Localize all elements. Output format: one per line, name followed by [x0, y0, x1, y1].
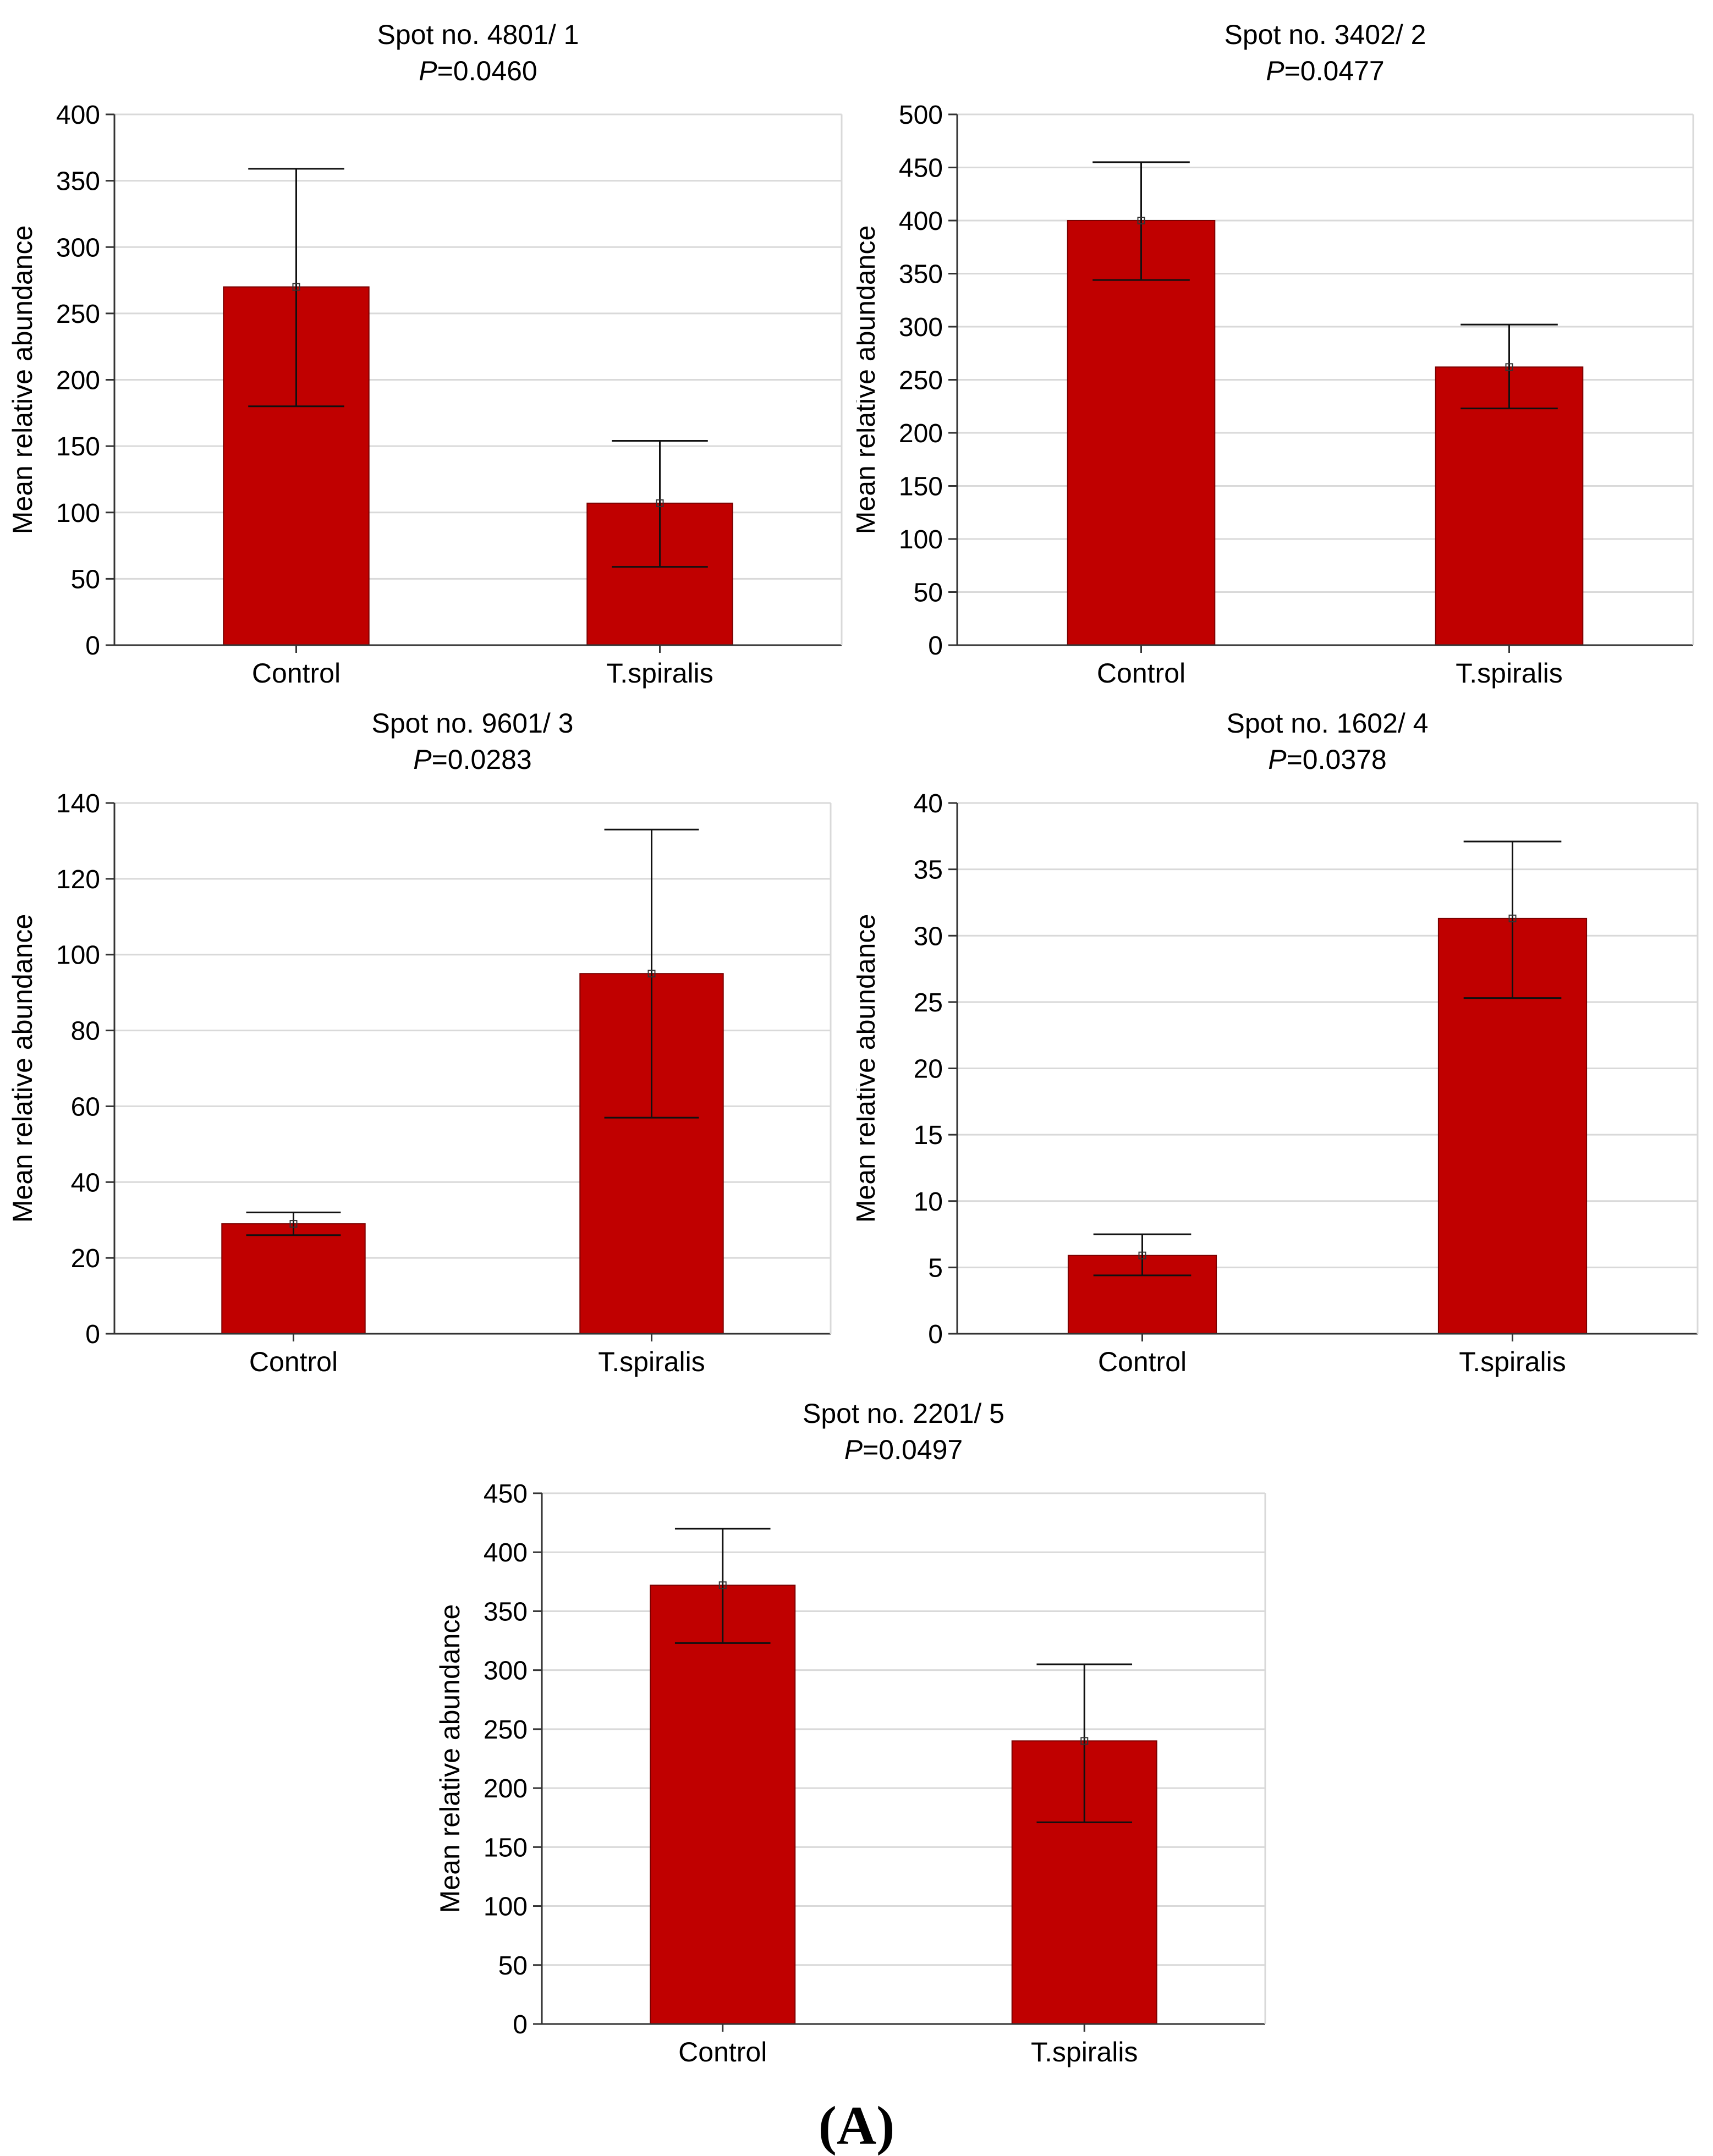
x-tick-label: T.spiralis [1031, 2037, 1138, 2067]
y-tick-label: 50 [914, 579, 943, 608]
chart-panel-2: Spot no. 3402/ 2 P=0.0477 0 50 100 150 200 250 3… [856, 19, 1694, 689]
y-tick-label: 350 [484, 1597, 528, 1626]
y-tick-label: 20 [914, 1055, 943, 1084]
y-tick-label: 200 [899, 419, 943, 448]
x-tick-label: T.spiralis [1459, 1346, 1566, 1377]
chart-title: Spot no. 9601/ 3 [372, 708, 574, 739]
y-tick-label: 350 [56, 167, 100, 196]
y-tick-label: 450 [484, 1480, 528, 1509]
y-tick-label: 100 [56, 941, 100, 970]
chart-panel-4: Spot no. 1602/ 4 P=0.0378 0 5 10 15 20 25 30 35 40… [856, 708, 1699, 1377]
y-tick-label: 200 [484, 1774, 528, 1803]
y-tick-label: 5 [928, 1253, 943, 1283]
x-tick-label: Control [249, 1346, 338, 1377]
x-tick-label: Control [252, 658, 341, 689]
y-tick-label: 250 [484, 1715, 528, 1745]
y-axis-label: Mean relative abundance [856, 914, 881, 1223]
y-tick-label: 20 [71, 1244, 100, 1273]
mean-marker [656, 499, 664, 507]
chart-title: Spot no. 2201/ 5 [803, 1398, 1004, 1429]
bar-control [650, 1585, 796, 2025]
y-tick-label: 15 [914, 1121, 943, 1150]
x-tick-label: Control [678, 2037, 767, 2067]
y-tick-label: 500 [899, 101, 943, 130]
mean-marker [1505, 363, 1513, 371]
y-tick-label: 0 [928, 1320, 943, 1349]
bar-control [1067, 220, 1216, 646]
y-tick-label: 400 [899, 207, 943, 236]
y-tick-label: 0 [85, 631, 100, 661]
chart-title: Spot no. 1602/ 4 [1227, 708, 1429, 739]
mean-marker [647, 970, 656, 978]
y-tick-label: 400 [56, 101, 100, 130]
y-tick-label: 300 [484, 1657, 528, 1686]
mean-marker [1137, 217, 1145, 224]
chart-title: Spot no. 4801/ 1 [377, 19, 579, 50]
bar-control [221, 1223, 366, 1334]
y-tick-label: 0 [513, 2010, 528, 2039]
y-tick-label: 250 [56, 300, 100, 329]
y-tick-label: 40 [71, 1168, 100, 1197]
p-value-label: P=0.0378 [1268, 744, 1387, 775]
p-value-label: P=0.0497 [844, 1434, 963, 1465]
p-value-label: P=0.0460 [419, 56, 537, 86]
bar-tspiralis [1435, 366, 1584, 646]
y-tick-label: 200 [56, 366, 100, 395]
y-tick-label: 150 [899, 472, 943, 502]
y-tick-label: 140 [56, 789, 100, 818]
chart-panel-1: Spot no. 4801/ 1 P=0.0460 0 50 100 150 200 250 3… [7, 19, 843, 689]
mean-marker [718, 1581, 727, 1590]
mean-marker [1138, 1251, 1146, 1260]
y-tick-label: 0 [85, 1320, 100, 1349]
mean-marker [1508, 914, 1517, 922]
y-tick-label: 150 [484, 1833, 528, 1862]
figure-label: (A) [818, 2095, 895, 2156]
y-tick-label: 300 [56, 233, 100, 262]
mean-marker [1080, 1737, 1089, 1745]
mean-marker [292, 283, 300, 291]
y-tick-label: 250 [899, 366, 943, 395]
mean-marker [289, 1220, 298, 1228]
x-tick-label: T.spiralis [598, 1346, 705, 1377]
y-tick-label: 80 [71, 1017, 100, 1046]
y-tick-label: 350 [899, 260, 943, 289]
y-tick-label: 30 [914, 922, 943, 951]
y-tick-label: 50 [71, 565, 100, 594]
y-axis-label: Mean relative abundance [856, 226, 881, 535]
x-tick-label: Control [1097, 658, 1185, 689]
chart-title: Spot no. 3402/ 2 [1225, 19, 1426, 50]
p-value-label: P=0.0283 [413, 744, 532, 775]
y-tick-label: 50 [498, 1951, 528, 1981]
chart-panel-5: Spot no. 2201/ 5 P=0.0497 0 50 100 150 200 250 3… [435, 1398, 1266, 2067]
y-tick-label: 300 [899, 313, 943, 342]
y-tick-label: 120 [56, 865, 100, 894]
y-tick-label: 0 [928, 631, 943, 661]
y-tick-label: 100 [899, 525, 943, 554]
y-tick-label: 450 [899, 154, 943, 183]
y-tick-label: 150 [56, 432, 100, 461]
y-tick-label: 25 [914, 988, 943, 1018]
y-tick-label: 400 [484, 1538, 528, 1568]
y-tick-label: 10 [914, 1187, 943, 1217]
y-tick-label: 100 [56, 499, 100, 528]
chart-panel-3: Spot no. 9601/ 3 P=0.0283 0 20 40 60 80 100 120 1… [7, 708, 832, 1377]
y-axis-label: Mean relative abundance [7, 226, 38, 535]
x-tick-label: T.spiralis [606, 658, 713, 689]
p-value-label: P=0.0477 [1266, 56, 1385, 86]
y-axis-label: Mean relative abundance [7, 914, 38, 1223]
y-tick-label: 35 [914, 856, 943, 885]
y-axis-label: Mean relative abundance [435, 1604, 465, 1913]
y-tick-label: 100 [484, 1893, 528, 1922]
y-tick-label: 40 [914, 789, 943, 818]
y-tick-label: 60 [71, 1092, 100, 1121]
x-tick-label: T.spiralis [1456, 658, 1562, 689]
x-tick-label: Control [1098, 1346, 1187, 1377]
